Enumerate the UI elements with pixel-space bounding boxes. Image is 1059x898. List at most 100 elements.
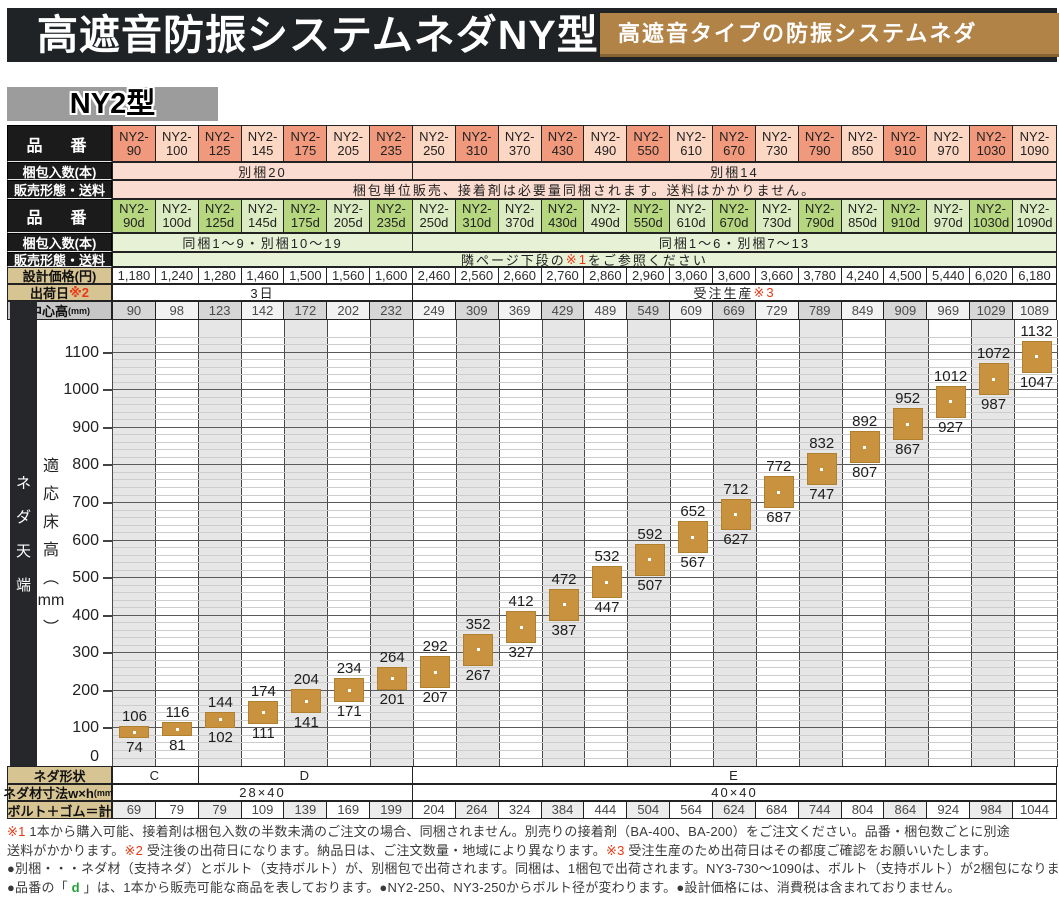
sidebar-char: ダ: [15, 509, 31, 526]
product-code-cell: NY2- 730: [755, 126, 799, 161]
product-code-cell: NY2- 250d: [413, 200, 456, 232]
shipping-date-value: 3日: [113, 285, 414, 300]
row-data: 隣ページ下段の ※1 をご参照ください: [112, 252, 1057, 267]
bolt-total-cell: 1044: [1013, 802, 1056, 818]
center-height-cell: 142: [241, 302, 285, 319]
product-code-prefix: NY2-: [847, 201, 878, 216]
text-segment: ●別梱・・・ネダ材（支持ネダ）とボルト（支持ボルト）が、別梱包で出荷されます。同…: [7, 861, 1059, 876]
note-mark: ※1: [565, 253, 588, 266]
center-height-dot: [906, 423, 910, 426]
center-height-dot: [218, 718, 222, 722]
gridline: [113, 652, 1058, 654]
product-number-label: 品 番: [7, 125, 112, 162]
product-code-prefix: NY2-: [933, 201, 964, 216]
product-code-cell: NY2- 90d: [113, 200, 156, 232]
bolt-total-cell: 204: [413, 802, 456, 818]
text-segment: 中心高: [28, 304, 68, 319]
gridline: [113, 614, 1058, 616]
row-data: 90 98 123 142 172 202 232 249 309 369 429 489 549 609…: [112, 301, 1057, 320]
pack-qty-label: 梱包入数(本): [7, 233, 112, 252]
y-axis-title-char: ︵: [42, 570, 59, 587]
center-height-cell: 172: [284, 302, 328, 319]
product-code-prefix: NY2-: [719, 128, 749, 144]
price-cell: 1,560: [327, 268, 371, 283]
gridline: [113, 584, 1058, 586]
chart-column: [499, 320, 543, 766]
product-code-cell: NY2- 235: [370, 126, 414, 161]
bolt-total-cell: 79: [198, 802, 242, 818]
gridline: [113, 659, 1058, 661]
product-code-number: 1090d: [1016, 215, 1053, 230]
sidebar-char: 端: [15, 577, 31, 594]
center-height-cell: 609: [670, 302, 714, 319]
product-code-number: 310: [465, 142, 488, 158]
max-value-label: 1072: [976, 345, 1011, 363]
min-value-label: 171: [336, 702, 362, 720]
center-height-dot: [863, 445, 867, 449]
price-cell: 4,500: [884, 268, 928, 283]
bolt-total-cell: 504: [627, 802, 671, 818]
sales-form-value: 隣ページ下段の ※1 をご参照ください: [113, 253, 1056, 266]
bolt-total-cell: 684: [755, 802, 799, 818]
note-mark: ※2: [69, 284, 89, 300]
row-sales-form-1: 販売形態・送料 梱包単位販売、接着剤は必要量同梱されます。送料はかかりません。: [7, 180, 1057, 199]
chart-column: [155, 320, 199, 766]
product-code-prefix: NY2-: [633, 201, 664, 216]
min-value-label: 81: [169, 736, 186, 754]
product-code-cell: NY2- 490: [584, 126, 628, 161]
product-code-number: 850: [851, 142, 874, 158]
gridline: [113, 644, 1058, 646]
product-code-number: 205: [337, 142, 360, 158]
product-code-cell: NY2- 1030: [970, 126, 1014, 161]
y-tick-label: 1000: [63, 381, 99, 399]
text-segment: 受注生産のため出荷日はその都度ご確認をお願いいたします。: [624, 842, 997, 858]
center-height-dot: [261, 711, 265, 715]
footnote-line: ※1 1本から購入可能、接着剤は梱包入数の半数未満のご注文の場合、同梱されません…: [7, 823, 1057, 842]
product-code-cell: NY2- 100d: [155, 200, 199, 232]
gridline: [113, 426, 1058, 428]
center-height-cell: 489: [584, 302, 628, 319]
max-value-label: 592: [637, 525, 663, 543]
center-height-cell: 909: [884, 302, 928, 319]
text-segment: 受注後の出荷日になります。納品日は、ご注文数量・地域により異なります。: [143, 842, 606, 858]
product-code-prefix: NY2-: [1019, 128, 1050, 144]
gridline: [113, 479, 1058, 481]
product-code-prefix: NY2-: [976, 201, 1006, 216]
chart-column: [714, 320, 758, 766]
product-code-prefix: NY2-: [376, 201, 406, 216]
chart-column: [413, 320, 457, 766]
gridline: [113, 359, 1058, 361]
pack-qty-value: 別梱14: [413, 163, 1056, 179]
product-code-prefix: NY2-: [376, 128, 406, 144]
product-code-number: 1030: [976, 142, 1006, 158]
pack-qty-value: 同梱1〜6・別梱7〜13: [413, 234, 1056, 251]
y-tick-mark: [103, 652, 112, 655]
product-code-cell: NY2- 125d: [198, 200, 242, 232]
chart-plot-area: 106 74 116 81 144 102 174 111 204 141 234 171 264 201…: [112, 320, 1058, 767]
product-code-cell: NY2- 90: [113, 126, 156, 161]
product-code-cell: NY2- 175d: [284, 200, 328, 232]
product-code-prefix: NY2-: [547, 128, 578, 144]
product-code-cell: NY2- 610d: [670, 200, 714, 232]
gridline: [113, 456, 1058, 458]
row-data: 3日 受注生産 ※3: [112, 284, 1057, 301]
product-code-cell: NY2- 1030d: [970, 200, 1014, 232]
price-cell: 2,760: [541, 268, 585, 283]
pack-qty-value: 別梱20: [113, 163, 414, 179]
y-tick-mark: [103, 727, 112, 730]
product-code-number: 145: [251, 142, 274, 158]
gridline: [113, 517, 1058, 519]
bolt-total-cell: 139: [284, 802, 328, 818]
product-code-cell: NY2- 670d: [713, 200, 756, 232]
row-data: 梱包単位販売、接着剤は必要量同梱されます。送料はかかりません。: [112, 180, 1057, 199]
product-code-prefix: NY2-: [547, 201, 578, 216]
y-tick-mark: [103, 351, 112, 354]
price-cell: 1,280: [198, 268, 242, 283]
note-mark: (mm): [68, 305, 90, 316]
product-code-number: 610: [680, 142, 702, 158]
product-code-cell: NY2- 910: [884, 126, 928, 161]
bolt-total-cell: 199: [370, 802, 414, 818]
center-height-cell: 202: [327, 302, 371, 319]
gridline: [113, 344, 1058, 346]
gridline: [113, 554, 1058, 556]
